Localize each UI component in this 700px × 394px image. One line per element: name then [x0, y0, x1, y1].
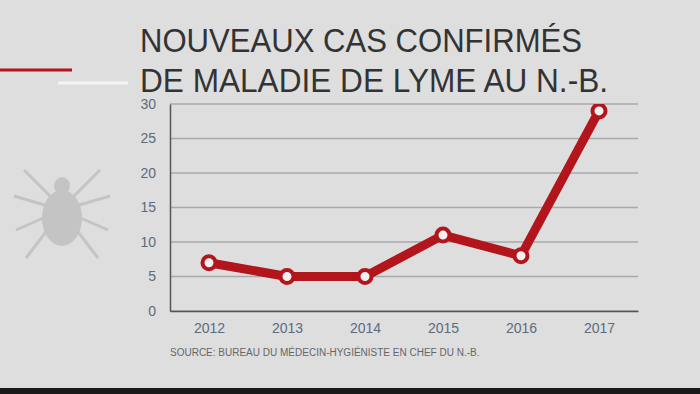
y-tick: 20 [140, 165, 170, 181]
grid-line [170, 276, 638, 278]
tick-icon-leg [24, 170, 52, 198]
y-tick-label: 25 [140, 130, 156, 146]
y-tick-label: 20 [140, 165, 156, 181]
bottom-band [0, 388, 700, 394]
x-tick: 2013 [272, 311, 303, 336]
title: DE MALADIE DE LYME AU N.-B. [140, 62, 608, 99]
marker [281, 270, 294, 283]
tick-icon-leg [72, 170, 100, 198]
x-tick-label: 2013 [272, 320, 303, 336]
marker [515, 249, 528, 262]
y-tick: 25 [140, 130, 170, 146]
x-tick: 2014 [350, 311, 381, 336]
grid-line [170, 207, 638, 209]
y-tick: 5 [148, 268, 170, 284]
y-axis-line [170, 105, 172, 312]
y-tick: 15 [140, 199, 170, 215]
y-tick-label: 0 [148, 303, 156, 319]
decor-line [0, 69, 72, 72]
source: SOURCE: BUREAU DU MÉDECIN-HYGIÉNISTE EN … [170, 346, 479, 358]
x-axis: 2012 2013 2014 2015 2016 2017 [171, 311, 639, 336]
x-tick-label: 2015 [428, 320, 459, 336]
tick-icon-body [42, 190, 82, 246]
y-tick: 10 [140, 234, 170, 250]
tick-icon [14, 170, 110, 258]
tick-icon-leg [14, 196, 48, 206]
line [209, 111, 599, 277]
x-tick-label: 2012 [194, 320, 225, 336]
marker [437, 229, 450, 242]
y-axis: 0 5 10 15 20 25 30 [140, 96, 170, 319]
x-axis-line [171, 311, 639, 313]
grid-line [170, 103, 638, 105]
marker [359, 270, 372, 283]
title: NOUVEAUX CAS CONFIRMÉS [140, 22, 582, 59]
x-tick-label: 2017 [584, 320, 615, 336]
grid [170, 104, 638, 311]
x-tick: 2017 [584, 311, 615, 336]
x-tick-label: 2016 [506, 320, 537, 336]
x-tick-label: 2014 [350, 320, 381, 336]
marker [203, 256, 216, 269]
y-tick-label: 15 [140, 199, 156, 215]
background [0, 0, 700, 394]
grid-line [170, 138, 638, 140]
y-tick: 0 [148, 303, 170, 319]
x-tick: 2012 [194, 311, 225, 336]
y-tick-label: 10 [140, 234, 156, 250]
y-tick-label: 30 [140, 96, 156, 112]
grid-line [170, 241, 638, 243]
y-tick-label: 5 [148, 268, 156, 284]
marker [593, 104, 606, 117]
x-tick: 2016 [506, 311, 537, 336]
tick-icon-head [54, 177, 70, 195]
x-tick: 2015 [428, 311, 459, 336]
y-tick: 30 [140, 96, 170, 112]
chart: NOUVEAUX CAS CONFIRMÉSDE MALADIE DE LYME… [0, 0, 700, 394]
grid-line [170, 310, 638, 312]
plot-area [203, 104, 606, 283]
decor-line [58, 82, 128, 85]
tick-icon-leg [76, 196, 110, 206]
